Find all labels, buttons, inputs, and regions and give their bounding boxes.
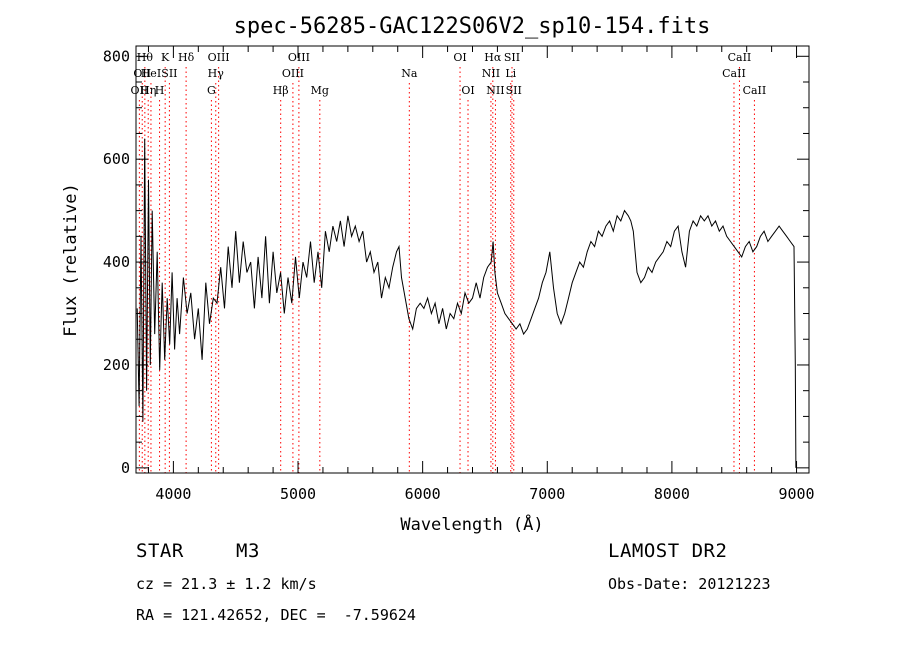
line-label-9: G <box>207 84 216 97</box>
line-label-2: Hθ <box>137 51 154 64</box>
line-label-25: CaII <box>722 67 746 80</box>
line-label-4: HeI <box>141 67 161 80</box>
line-label-17: OI <box>453 51 466 64</box>
spectral-line-labels: OIIOIIHθHηHeIHKSIIHδGHγOIIIHβOIIIOIIIMgN… <box>131 51 767 97</box>
line-label-5: H <box>155 84 165 97</box>
x-axis-label: Wavelength (Å) <box>400 513 543 535</box>
object-subclass: M3 <box>236 540 260 562</box>
line-label-27: CaII <box>743 84 767 97</box>
line-label-0: OII <box>131 84 149 97</box>
y-tick-label-0: 0 <box>121 459 130 477</box>
x-tick-label-3: 7000 <box>529 485 565 503</box>
x-tick-label-2: 6000 <box>405 485 441 503</box>
redshift-value: cz = 21.3 ± 1.2 km/s <box>136 575 317 593</box>
y-tick-label-4: 800 <box>103 47 130 65</box>
line-label-15: Mg <box>311 84 329 97</box>
line-label-13: OIII <box>282 67 304 80</box>
line-label-16: Na <box>401 67 418 80</box>
line-label-20: Hα <box>484 51 502 64</box>
x-tick-label-1: 5000 <box>280 485 316 503</box>
x-tick-label-5: 9000 <box>778 485 814 503</box>
y-axis-ticks: 0 200 400 600 800 <box>103 47 809 477</box>
line-label-23: SII <box>504 51 520 64</box>
line-label-8: Hδ <box>178 51 195 64</box>
line-label-24: SII <box>506 84 522 97</box>
line-label-19: NII <box>482 67 500 80</box>
line-label-12: Hβ <box>273 84 289 97</box>
survey-name: LAMOST DR2 <box>608 540 728 562</box>
line-label-26: CaII <box>728 51 752 64</box>
spectral-line-markers <box>138 67 755 473</box>
line-label-1: OII <box>133 67 151 80</box>
chart-title: spec-56285-GAC122S06V2_sp10-154.fits <box>234 14 711 39</box>
line-label-11: OIII <box>208 51 230 64</box>
y-tick-label-3: 600 <box>103 150 130 168</box>
line-label-3: Hη <box>140 84 156 97</box>
y-tick-label-2: 400 <box>103 253 130 271</box>
plot-frame <box>135 45 810 474</box>
x-axis-ticks: 4000 5000 6000 7000 8000 9000 <box>147 46 815 503</box>
line-label-21: NII <box>486 84 504 97</box>
x-tick-label-0: 4000 <box>155 485 191 503</box>
object-class: STAR <box>136 540 184 562</box>
spectrum-series-line <box>136 138 797 468</box>
observation-date: Obs-Date: 20121223 <box>608 575 771 593</box>
line-label-6: K <box>161 51 170 64</box>
x-tick-label-4: 8000 <box>654 485 690 503</box>
line-label-10: Hγ <box>208 67 225 80</box>
line-label-22: Li <box>505 67 516 80</box>
y-axis-label: Flux (relative) <box>61 183 81 337</box>
line-label-7: SII <box>161 67 177 80</box>
line-label-14: OIII <box>288 51 310 64</box>
line-label-18: OI <box>461 84 474 97</box>
y-tick-label-1: 200 <box>103 356 130 374</box>
sky-coordinates: RA = 121.42652, DEC = -7.59624 <box>136 606 416 624</box>
